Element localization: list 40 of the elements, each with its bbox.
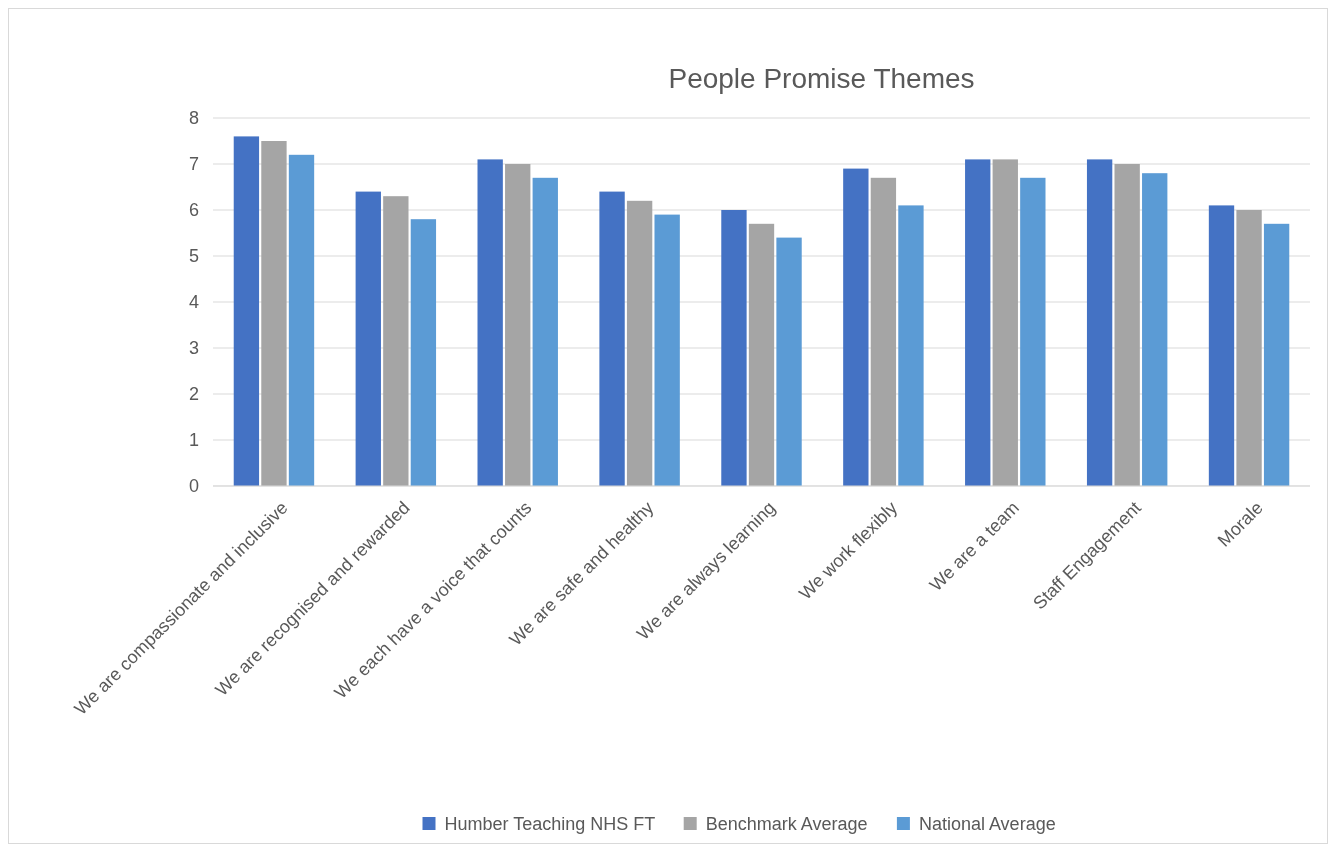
bar <box>1236 210 1262 486</box>
bar <box>843 168 869 486</box>
bar <box>505 164 531 486</box>
bar <box>1114 164 1140 486</box>
y-tick-label: 8 <box>188 108 199 129</box>
y-tick-label: 7 <box>188 154 199 175</box>
y-tick-label: 2 <box>188 384 199 405</box>
legend-label: National Average <box>918 814 1056 834</box>
y-tick-label: 4 <box>188 292 199 313</box>
bar <box>532 177 558 486</box>
bar <box>383 196 409 486</box>
legend-label: Humber Teaching NHS FT <box>444 814 656 834</box>
bar <box>898 205 924 486</box>
bar <box>721 210 747 486</box>
y-tick-label: 5 <box>188 246 199 267</box>
bar <box>261 141 287 486</box>
bar <box>654 214 680 486</box>
bar <box>1020 177 1046 486</box>
bar <box>477 159 503 486</box>
bar <box>965 159 991 486</box>
y-tick-label: 3 <box>188 338 199 359</box>
bar <box>1263 223 1290 486</box>
bar <box>626 200 653 486</box>
bar <box>599 191 625 486</box>
y-tick-label: 6 <box>188 200 199 221</box>
y-tick-label: 0 <box>188 476 199 497</box>
bar <box>355 191 381 486</box>
bar <box>776 237 802 486</box>
y-tick-label: 1 <box>188 430 199 451</box>
chart-title: People Promise Themes <box>668 63 975 94</box>
bar <box>992 159 1018 486</box>
legend-label: Benchmark Average <box>705 814 868 834</box>
bar <box>1086 159 1113 486</box>
bar <box>1208 205 1235 486</box>
bar <box>1142 173 1168 486</box>
bar <box>233 136 260 486</box>
bar <box>288 154 315 486</box>
bar <box>410 219 437 486</box>
bar <box>870 177 897 486</box>
bar <box>748 223 775 486</box>
